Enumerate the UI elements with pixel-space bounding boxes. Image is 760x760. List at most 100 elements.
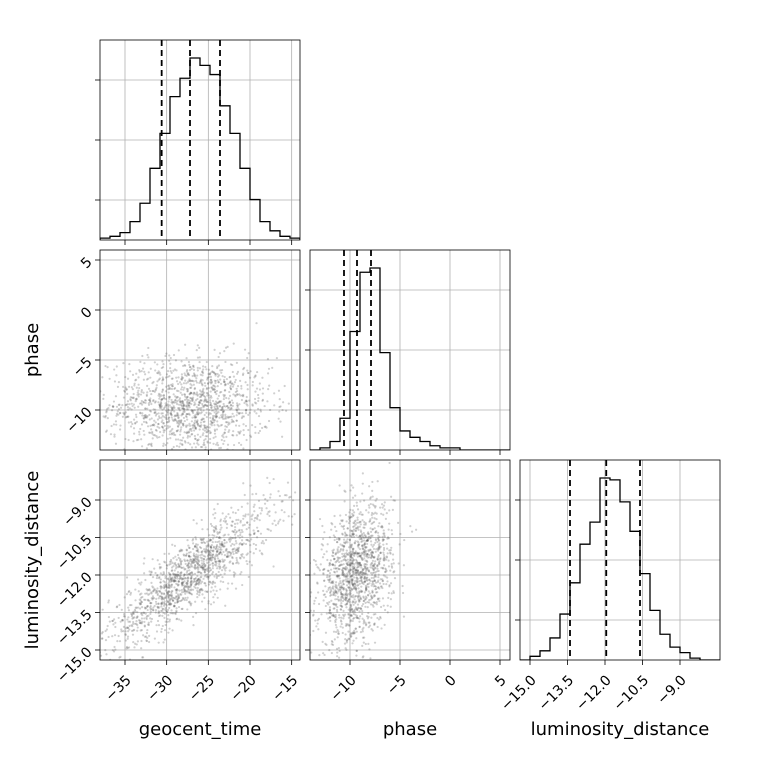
sample-point bbox=[210, 378, 213, 381]
sample-point bbox=[187, 587, 190, 590]
sample-point bbox=[355, 578, 358, 581]
sample-point bbox=[159, 404, 162, 407]
sample-point bbox=[342, 549, 345, 552]
sample-point bbox=[322, 593, 325, 596]
sample-point bbox=[138, 368, 141, 372]
sample-point bbox=[269, 493, 272, 496]
sample-point bbox=[232, 420, 235, 423]
sample-point bbox=[350, 530, 353, 533]
sample-point bbox=[200, 406, 203, 410]
sample-point bbox=[228, 550, 231, 554]
sample-point bbox=[167, 597, 170, 600]
sample-point bbox=[161, 379, 164, 382]
sample-point bbox=[175, 590, 178, 593]
sample-point bbox=[338, 586, 342, 589]
sample-point bbox=[236, 370, 240, 374]
sample-point bbox=[195, 582, 198, 585]
sample-point bbox=[230, 406, 233, 410]
sample-point bbox=[202, 441, 206, 444]
sample-point bbox=[201, 566, 204, 569]
sample-point bbox=[381, 578, 384, 581]
sample-point bbox=[355, 616, 358, 619]
sample-point bbox=[180, 571, 183, 574]
sample-point bbox=[369, 536, 372, 540]
sample-point bbox=[81, 684, 83, 686]
sample-point bbox=[163, 584, 166, 587]
sample-point bbox=[250, 515, 253, 518]
sample-point bbox=[137, 590, 140, 593]
sample-point bbox=[350, 587, 353, 590]
sample-point bbox=[211, 414, 215, 418]
sample-point bbox=[173, 573, 176, 576]
sample-point bbox=[111, 649, 114, 652]
sample-point bbox=[122, 625, 126, 628]
sample-point bbox=[385, 669, 387, 671]
sample-point bbox=[193, 572, 197, 575]
sample-point bbox=[188, 373, 191, 377]
sample-point bbox=[341, 579, 344, 582]
sample-point bbox=[355, 561, 358, 564]
sample-point bbox=[151, 558, 154, 561]
sample-point bbox=[338, 560, 341, 564]
sample-point bbox=[213, 563, 216, 566]
sample-point bbox=[200, 418, 203, 421]
sample-point bbox=[242, 368, 245, 371]
sample-point bbox=[328, 536, 331, 539]
sample-point bbox=[161, 597, 165, 600]
sample-point bbox=[210, 539, 213, 542]
sample-point bbox=[355, 569, 358, 572]
sample-point bbox=[215, 545, 218, 548]
sample-point bbox=[382, 551, 385, 554]
sample-point bbox=[160, 402, 163, 405]
sample-point bbox=[357, 563, 361, 566]
sample-point bbox=[224, 549, 228, 552]
sample-point bbox=[192, 554, 195, 557]
sample-point bbox=[339, 549, 342, 552]
sample-point bbox=[219, 573, 222, 576]
sample-point bbox=[368, 599, 371, 602]
sample-point bbox=[351, 600, 354, 603]
sample-point bbox=[340, 620, 343, 623]
x-tick-label: 5 bbox=[492, 672, 510, 690]
sample-point bbox=[329, 581, 333, 584]
y-tick-label: −9.0 bbox=[60, 494, 95, 529]
sample-point bbox=[198, 428, 201, 431]
sample-point bbox=[161, 366, 165, 369]
sample-point bbox=[212, 596, 215, 599]
sample-point bbox=[173, 563, 176, 566]
sample-point bbox=[214, 372, 217, 375]
sample-point bbox=[170, 566, 174, 569]
sample-point bbox=[190, 583, 193, 586]
sample-point bbox=[354, 606, 357, 609]
sample-point bbox=[192, 547, 195, 551]
sample-point bbox=[235, 518, 238, 522]
sample-point bbox=[342, 541, 346, 544]
sample-point bbox=[153, 567, 156, 570]
sample-point bbox=[366, 556, 369, 559]
sample-point bbox=[331, 580, 334, 584]
sample-point bbox=[352, 530, 355, 533]
sample-point bbox=[183, 589, 186, 592]
sample-point bbox=[158, 377, 161, 380]
sample-point bbox=[318, 569, 322, 572]
sample-point bbox=[140, 402, 143, 405]
sample-point bbox=[209, 545, 212, 548]
x-tick-label: −12.0 bbox=[573, 672, 615, 714]
sample-point bbox=[351, 607, 354, 611]
sample-point bbox=[156, 605, 160, 609]
sample-point bbox=[126, 635, 130, 638]
sample-point bbox=[314, 596, 317, 599]
sample-point bbox=[231, 412, 234, 415]
sample-point bbox=[212, 526, 216, 529]
sample-point bbox=[371, 495, 374, 498]
sample-point bbox=[339, 590, 343, 593]
sample-point bbox=[211, 562, 214, 565]
sample-point bbox=[146, 589, 149, 592]
sample-point bbox=[386, 604, 389, 607]
sample-point bbox=[348, 572, 351, 575]
sample-point bbox=[267, 528, 270, 531]
sample-point bbox=[136, 615, 139, 618]
sample-point bbox=[221, 434, 224, 437]
sample-point bbox=[336, 610, 339, 613]
sample-point bbox=[246, 383, 249, 387]
